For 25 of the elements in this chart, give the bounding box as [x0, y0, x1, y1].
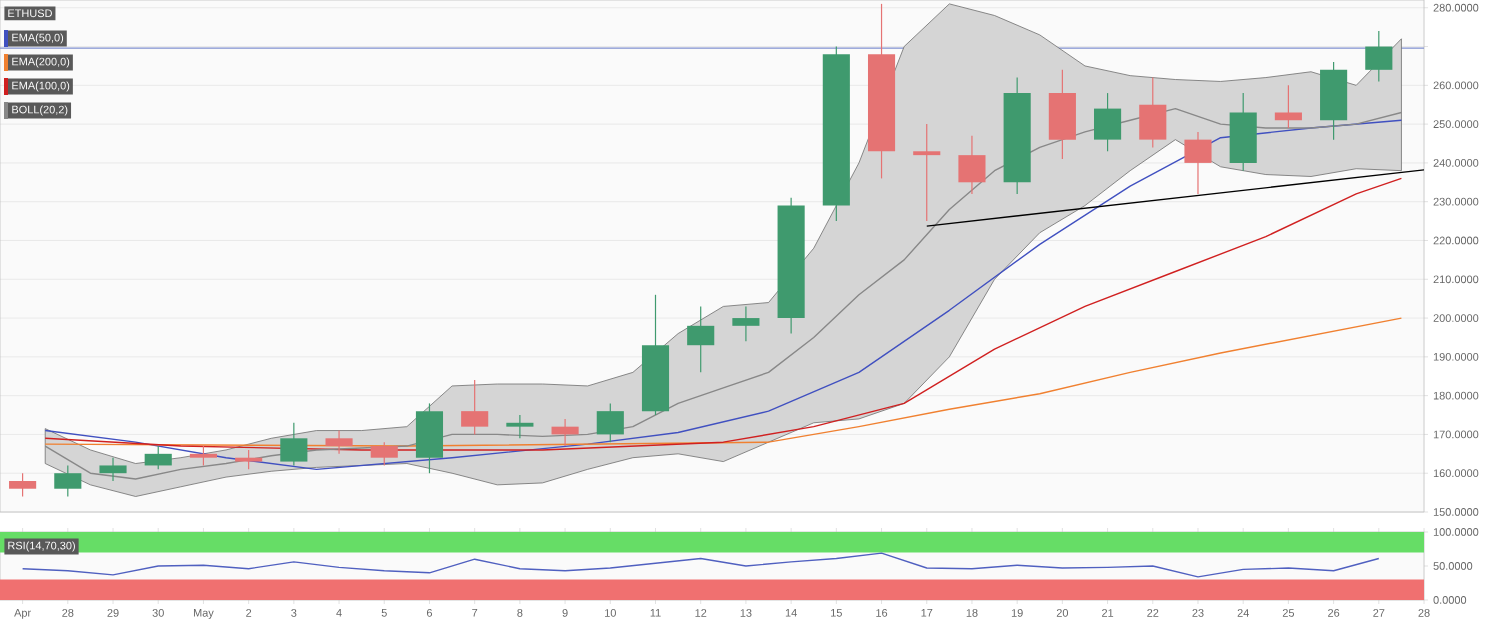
candlestick	[1274, 84, 1302, 129]
candlestick	[325, 429, 353, 455]
candlestick	[1139, 76, 1167, 148]
candlestick	[596, 402, 624, 443]
candlestick	[506, 414, 534, 439]
candlestick	[54, 464, 82, 498]
line-series	[21, 552, 1380, 578]
candlestick	[958, 135, 986, 195]
candlestick	[189, 445, 217, 467]
candlestick	[1365, 30, 1393, 83]
candlestick	[415, 402, 444, 474]
candlestick	[461, 379, 489, 436]
candlestick	[1094, 92, 1122, 152]
candlestick	[1048, 69, 1076, 160]
candlestick	[99, 457, 127, 482]
candlestick	[1184, 131, 1212, 195]
candlestick	[913, 123, 941, 222]
candlestick	[144, 445, 172, 470]
candlestick	[370, 441, 398, 467]
candlestick	[732, 305, 760, 342]
candlestick	[280, 422, 308, 467]
candlestick	[551, 418, 579, 447]
candlestick	[9, 472, 37, 498]
candlestick	[235, 449, 263, 470]
candlestick	[687, 305, 715, 373]
